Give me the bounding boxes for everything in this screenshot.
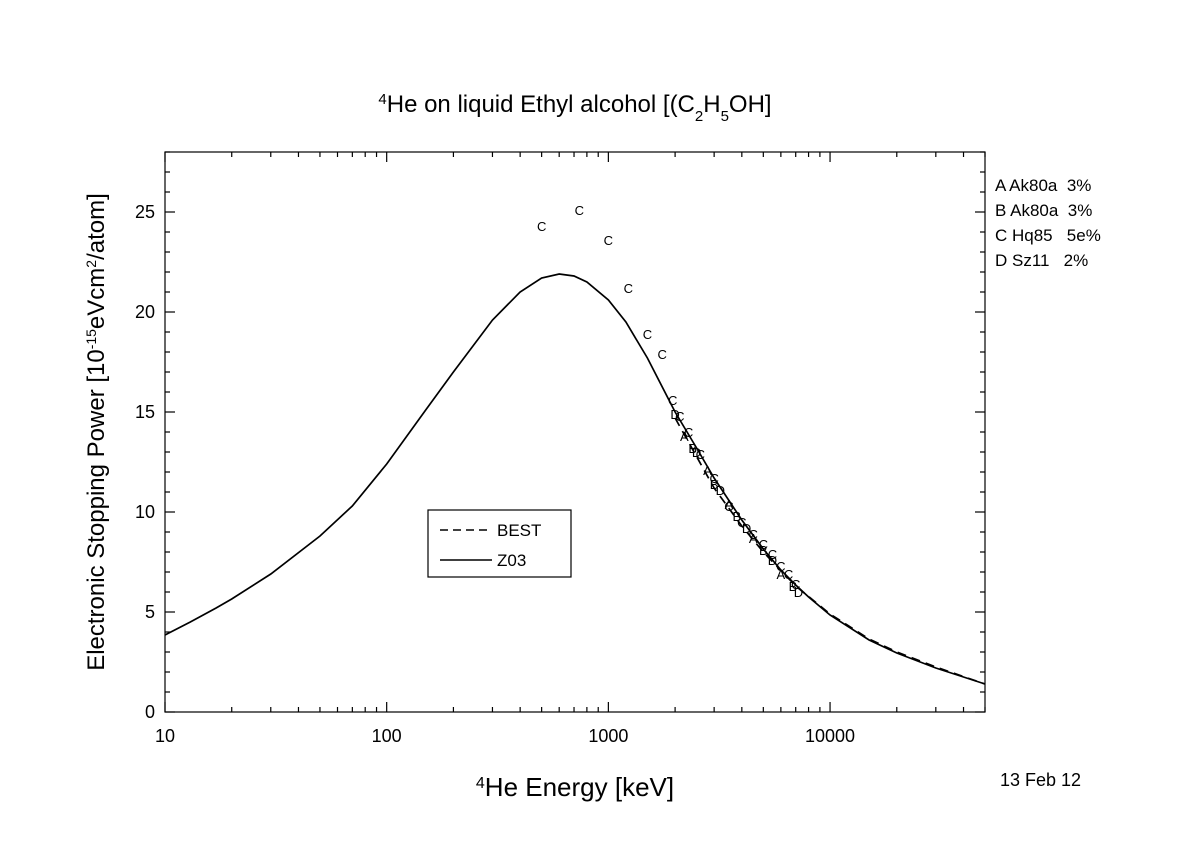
data-point-c: C [776, 559, 785, 574]
data-point-d: D [692, 445, 701, 460]
data-point-c: C [748, 527, 757, 542]
dataset-legend: A Ak80a 3% B Ak80a 3% C Hq85 5e% D Sz11 … [995, 173, 1101, 273]
data-point-c: C [696, 447, 705, 462]
date-label: 13 Feb 12 [1000, 770, 1082, 790]
data-point-c: C [668, 393, 677, 408]
data-point-c: C [768, 547, 777, 562]
data-point-a: A [777, 567, 786, 582]
data-point-a: A [703, 463, 712, 478]
data-point-c: C [724, 499, 733, 514]
dataset-legend-item: D Sz11 2% [995, 251, 1089, 270]
dataset-legend-item: C Hq85 5e% [995, 226, 1101, 245]
data-point-a: A [680, 429, 689, 444]
curves [164, 273, 986, 685]
data-point-c: C [784, 567, 793, 582]
curve-best [674, 417, 986, 685]
y-axis-label: Electronic Stopping Power [10-15eVcm2/at… [83, 193, 110, 671]
dataset-legend-item: A Ak80a 3% [995, 176, 1092, 195]
data-point-d: D [768, 553, 777, 568]
data-point-b: B [733, 509, 742, 524]
data-point-b: B [710, 477, 719, 492]
y-tick-label: 10 [135, 502, 155, 522]
data-point-c: C [643, 327, 652, 342]
curve-legend: BEST Z03 [427, 509, 572, 578]
data-point-c: C [575, 203, 584, 218]
legend-best-label: BEST [497, 521, 541, 540]
x-tick-label: 100 [372, 726, 402, 746]
y-tick-label: 0 [145, 702, 155, 722]
data-point-c: C [537, 219, 546, 234]
data-point-c: C [658, 347, 667, 362]
plot-frame [164, 151, 986, 713]
data-point-b: B [759, 543, 768, 558]
y-axis-ticks: 0 5 10 15 20 25 [135, 151, 985, 722]
data-point-d: D [742, 521, 751, 536]
x-axis-ticks: 10 100 1000 10000 [155, 152, 986, 746]
y-tick-label: 20 [135, 302, 155, 322]
x-tick-label: 1000 [588, 726, 628, 746]
data-point-a: A [749, 531, 758, 546]
data-point-c: C [624, 281, 633, 296]
data-point-c: C [604, 233, 613, 248]
y-tick-label: 5 [145, 602, 155, 622]
data-point-c: C [675, 409, 684, 424]
dataset-legend-item: B Ak80a 3% [995, 201, 1093, 220]
data-point-a: A [725, 497, 734, 512]
chart-title: 4He on liquid Ethyl alcohol [(C2H5OH] [378, 91, 771, 125]
data-point-c: C [709, 471, 718, 486]
curve-legend-box [427, 509, 572, 578]
legend-z03-label: Z03 [497, 551, 526, 570]
data-point-c: C [759, 537, 768, 552]
data-point-d: D [716, 483, 725, 498]
y-tick-label: 25 [135, 202, 155, 222]
data-point-b: B [688, 441, 697, 456]
data-point-c: C [791, 577, 800, 592]
x-tick-label: 10 [155, 726, 175, 746]
data-point-c: C [684, 425, 693, 440]
data-point-d: D [670, 407, 679, 422]
data-point-c: C [737, 515, 746, 530]
data-point-d: D [794, 585, 803, 600]
curve-z03 [164, 273, 986, 685]
data-point-b: B [789, 579, 798, 594]
x-tick-label: 10000 [805, 726, 855, 746]
x-axis-label: 4He Energy [keV] [476, 772, 674, 802]
y-tick-label: 15 [135, 402, 155, 422]
